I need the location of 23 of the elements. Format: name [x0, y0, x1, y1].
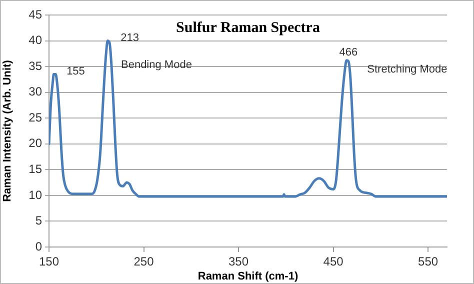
y-tick-label: 40	[28, 33, 42, 48]
x-tick-label: 250	[134, 254, 154, 269]
y-tick-label: 20	[28, 136, 42, 150]
y-tick-label: 30	[28, 84, 42, 99]
y-axis-title: Raman Intensity (Arb. Unit)	[2, 60, 14, 202]
y-tick-label: 5	[35, 214, 42, 228]
annotation: Bending Mode	[120, 58, 192, 71]
y-tick-label: 10	[28, 188, 42, 202]
y-tick-label: 25	[28, 110, 42, 124]
x-tick-label: 450	[323, 254, 344, 269]
y-tick-label: 0	[35, 239, 42, 254]
x-tick-label: 150	[38, 254, 60, 269]
annotation: 213	[120, 32, 139, 44]
y-tick-label: 35	[28, 58, 42, 73]
chart-title: Sulfur Raman Spectra	[176, 20, 320, 36]
y-tick-label: 15	[28, 162, 42, 176]
x-axis-title: Raman Shift (cm-1)	[198, 270, 298, 282]
y-tick-label: 45	[28, 7, 42, 22]
annotation: Stretching Mode	[367, 64, 448, 76]
x-tick-label: 350	[228, 254, 249, 269]
annotation: 466	[339, 46, 358, 58]
annotation: 155	[66, 65, 85, 78]
x-tick-label: 550	[418, 254, 438, 269]
